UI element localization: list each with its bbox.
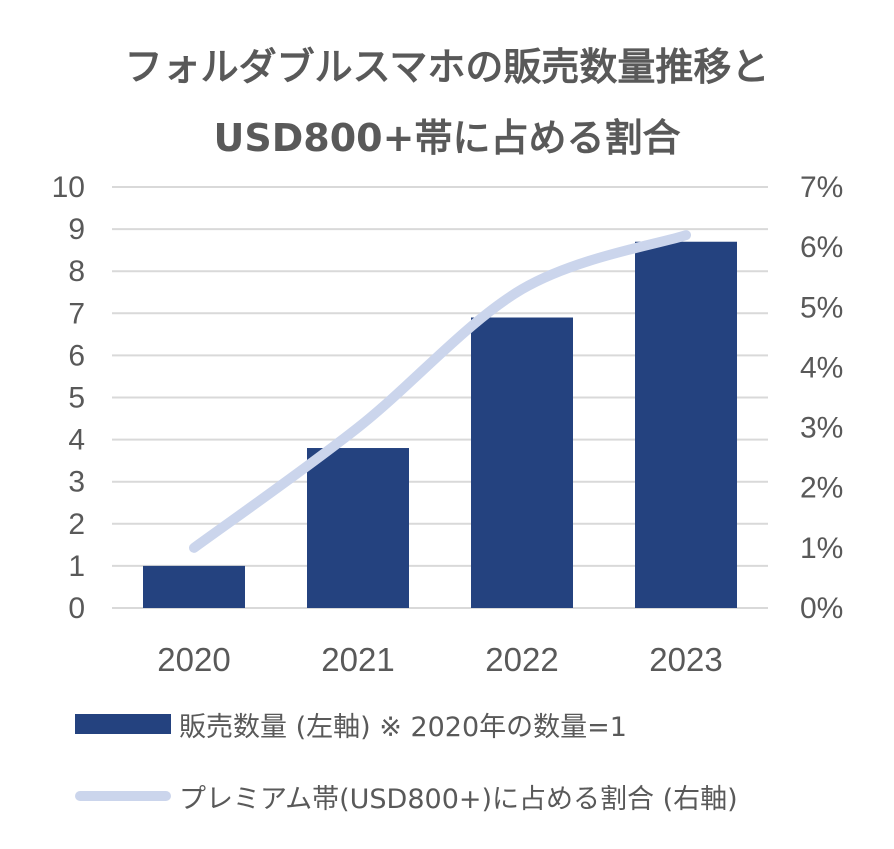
chart-title-line-2: USD800+帯に占める割合	[213, 116, 681, 160]
legend-label-line: プレミアム帯(USD800+)に占める割合 (右軸)	[179, 783, 738, 815]
y-right-tick-label: 5%	[800, 291, 843, 324]
y-right-tick-label: 7%	[800, 171, 843, 204]
y-left-tick-label: 2	[68, 508, 85, 541]
y-left-tick-label: 7	[68, 297, 85, 330]
y-right-tick-label: 4%	[800, 351, 843, 384]
x-tick-label: 2021	[321, 641, 394, 678]
y-left-tick-label: 1	[68, 550, 85, 583]
y-left-tick-label: 10	[52, 171, 85, 204]
bar	[307, 448, 409, 608]
series-line	[189, 230, 691, 553]
y-left-tick-label: 3	[68, 466, 85, 499]
y-right-tick-label: 6%	[800, 231, 843, 264]
legend-item-line: プレミアム帯(USD800+)に占める割合 (右軸)	[75, 774, 738, 818]
legend-swatch-bar	[75, 714, 171, 734]
x-tick-label: 2023	[649, 641, 722, 678]
legend-item-bar: 販売数量 (左軸) ※ 2020年の数量=1	[75, 702, 627, 746]
y-left-tick-label: 0	[68, 592, 85, 625]
y-right-tick-label: 3%	[800, 412, 843, 445]
chart-plot: 0 1 2 3 4 5 6 7 8 9 10 0% 1% 2% 3% 4% 5% 6% 7% 2020 2021 2022…	[52, 171, 844, 678]
bar	[471, 317, 573, 608]
x-tick-label: 2022	[485, 641, 558, 678]
y-left-tick-label: 8	[68, 255, 85, 288]
legend-swatch-line	[75, 791, 171, 801]
legend-label-bar: 販売数量 (左軸) ※ 2020年の数量=1	[179, 711, 627, 743]
chart-title-line-1: フォルダブルスマホの販売数量推移と	[124, 45, 770, 89]
bar	[143, 565, 245, 608]
bar	[635, 241, 737, 609]
y-right-tick-label: 0%	[800, 592, 843, 625]
y-right-tick-label: 2%	[800, 472, 843, 505]
y-left-tick-label: 4	[68, 424, 85, 457]
y-right-tick-label: 1%	[800, 532, 843, 565]
x-tick-label: 2020	[157, 641, 230, 678]
y-left-tick-label: 9	[68, 213, 85, 246]
y-left-tick-label: 5	[68, 382, 85, 415]
y-left-tick-label: 6	[68, 339, 85, 372]
